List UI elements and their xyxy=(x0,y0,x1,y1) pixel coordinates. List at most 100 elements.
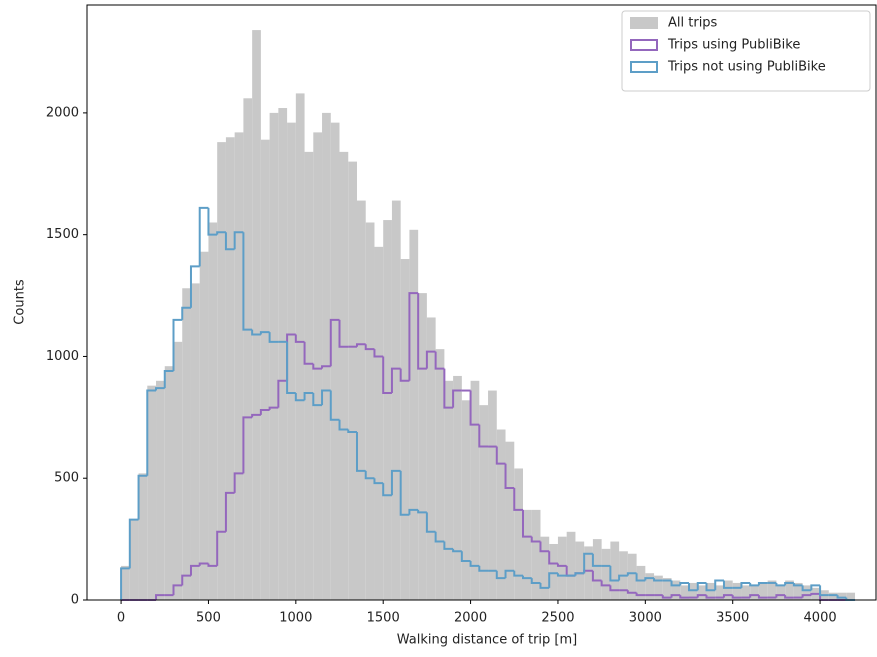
step-segment xyxy=(425,512,436,533)
step-segment xyxy=(635,573,646,582)
step-segment xyxy=(434,531,445,543)
step-segment xyxy=(373,349,384,358)
x-axis-label: Walking distance of trip [m] xyxy=(397,633,578,648)
step-segment xyxy=(120,567,130,600)
y-axis-label: Counts xyxy=(13,279,28,325)
step-segment xyxy=(434,351,445,370)
bar xyxy=(356,200,366,600)
step-segment xyxy=(417,293,427,370)
step-segment xyxy=(696,594,707,598)
step-segment xyxy=(836,595,847,599)
y-tick-label: 500 xyxy=(54,471,79,486)
step-segment xyxy=(600,580,611,587)
step-segment xyxy=(207,563,218,567)
step-segment xyxy=(312,392,323,407)
step-segment xyxy=(425,350,436,369)
step-segment xyxy=(198,562,209,566)
step-segment xyxy=(460,551,471,563)
step-segment xyxy=(504,463,515,489)
step-segment xyxy=(810,592,821,596)
step-segment xyxy=(679,581,690,586)
step-segment xyxy=(172,318,183,372)
step-segment xyxy=(251,413,261,418)
step-segment xyxy=(722,594,733,598)
step-segment xyxy=(530,578,541,584)
bar xyxy=(715,585,724,600)
bar xyxy=(287,122,296,600)
bar xyxy=(391,200,401,600)
legend-label: Trips using PubliBike xyxy=(667,38,800,53)
bar xyxy=(313,132,323,600)
bar xyxy=(129,519,139,600)
step-segment xyxy=(373,478,384,485)
step-segment xyxy=(504,569,515,579)
bar xyxy=(121,565,130,600)
x-tick-label: 500 xyxy=(196,611,221,626)
bar xyxy=(295,93,305,601)
bar xyxy=(837,592,847,600)
step-segment xyxy=(163,370,174,389)
step-segment xyxy=(242,416,253,474)
step-segment xyxy=(189,265,200,308)
bar xyxy=(636,565,646,600)
bar xyxy=(706,582,716,600)
step-segment xyxy=(355,431,366,472)
step-segment xyxy=(189,564,200,576)
bar xyxy=(164,366,174,600)
step-segment xyxy=(513,570,524,577)
step-segment xyxy=(670,594,681,598)
bar xyxy=(461,400,471,600)
bar xyxy=(260,139,270,600)
step-segment xyxy=(294,392,305,402)
step-segment xyxy=(443,541,454,550)
bar xyxy=(208,222,218,600)
step-segment xyxy=(382,483,392,497)
bar xyxy=(138,473,148,600)
bar xyxy=(654,575,663,600)
step-segment xyxy=(784,595,794,599)
bar xyxy=(453,375,462,600)
step-segment xyxy=(635,592,646,597)
x-tick-label: 0 xyxy=(117,611,125,626)
legend-swatch xyxy=(630,17,658,29)
bar xyxy=(549,543,558,600)
step-segment xyxy=(626,572,637,576)
step-segment xyxy=(390,469,401,496)
step-segment xyxy=(347,429,357,433)
step-segment xyxy=(478,424,489,448)
step-segment xyxy=(207,207,218,236)
step-segment xyxy=(382,356,392,394)
step-segment xyxy=(522,575,532,580)
step-segment xyxy=(688,582,698,592)
x-tick-label: 3500 xyxy=(716,611,749,626)
step-segment xyxy=(452,548,462,553)
step-segment xyxy=(556,573,567,577)
step-segment xyxy=(321,389,331,406)
bar xyxy=(697,585,707,600)
step-segment xyxy=(775,582,786,587)
step-segment xyxy=(539,582,550,589)
step-segment xyxy=(286,341,296,394)
step-segment xyxy=(618,574,628,581)
bar xyxy=(243,98,253,601)
step-segment xyxy=(155,594,165,600)
bar xyxy=(435,349,445,600)
step-segment xyxy=(329,390,340,421)
step-segment xyxy=(216,231,226,235)
bar xyxy=(531,509,541,600)
step-segment xyxy=(417,509,427,514)
bar xyxy=(269,112,279,600)
bar xyxy=(470,380,480,600)
bar xyxy=(479,405,489,600)
bar xyxy=(575,541,585,600)
bar xyxy=(540,536,550,600)
step-segment xyxy=(653,578,663,582)
step-segment xyxy=(268,332,279,343)
step-segment xyxy=(137,474,148,520)
step-segment xyxy=(452,389,462,408)
step-segment xyxy=(233,231,244,250)
bar xyxy=(339,151,349,600)
bar xyxy=(217,142,226,600)
bar xyxy=(147,385,157,600)
